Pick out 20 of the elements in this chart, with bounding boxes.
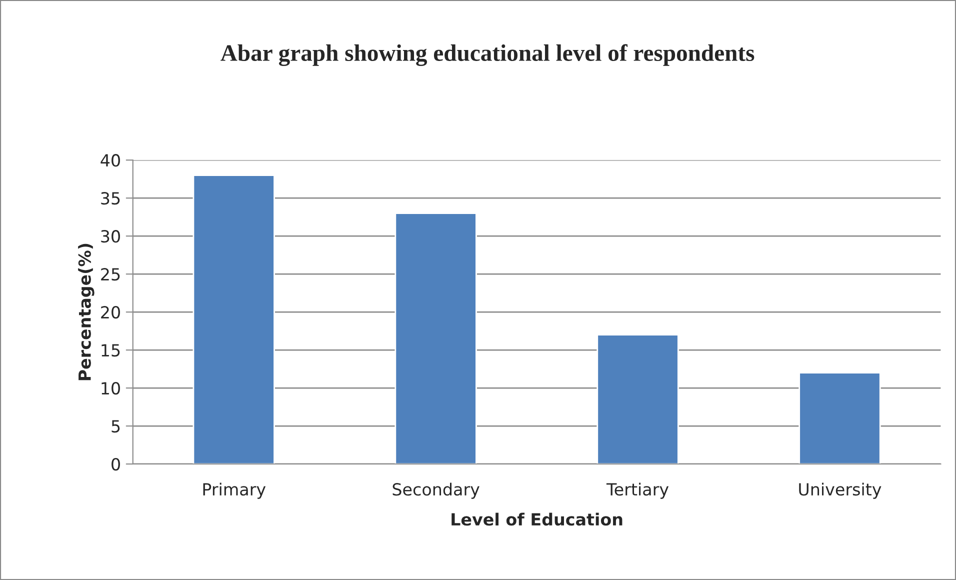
y-tick-label: 10 [102, 382, 120, 395]
y-tick-label: 15 [102, 344, 120, 357]
y-tick-label: 0 [112, 458, 120, 471]
chart-title: Abar graph showing educational level of respondents [220, 44, 754, 66]
y-tick-label: 35 [101, 192, 120, 205]
y-tick-label: 5 [112, 420, 120, 433]
bar [596, 334, 679, 464]
bar [192, 174, 275, 464]
x-tick-label: Primary [203, 482, 266, 499]
y-tick-label: 40 [100, 154, 120, 167]
y-tick-label: 20 [101, 306, 120, 319]
x-axis-title: Level of Education [452, 512, 622, 526]
x-tick-label: Secondary [392, 482, 480, 499]
bar [798, 372, 881, 464]
y-tick-label: 30 [101, 230, 120, 243]
x-tick-label: Tertiary [606, 482, 669, 499]
y-axis-title: Percentage(%) [78, 244, 94, 380]
y-tick-label: 25 [101, 268, 120, 281]
x-tick-label: University [799, 482, 882, 499]
bar [394, 212, 477, 464]
